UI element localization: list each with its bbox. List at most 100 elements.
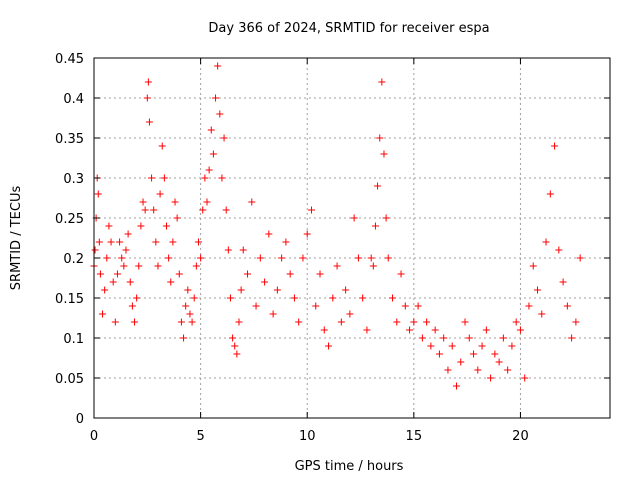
plot-frame [93, 57, 611, 419]
y-tick-label: 0.05 [55, 372, 84, 387]
data-point [465, 334, 473, 342]
x-tick-label: 15 [406, 429, 423, 444]
data-point [382, 214, 390, 222]
data-point [470, 350, 478, 358]
data-point [546, 190, 554, 198]
data-point [312, 302, 320, 310]
axis-ticks: 0 0.05 0.1 0.15 0.2 0.25 0.3 0.35 0.4 0.45 0 5 10 15 2… [55, 52, 610, 444]
data-point [572, 318, 580, 326]
data-point [103, 254, 111, 262]
data-point [273, 286, 281, 294]
data-point [474, 366, 482, 374]
data-point [190, 294, 198, 302]
data-point [555, 246, 563, 254]
x-tick-label: 5 [196, 429, 204, 444]
data-point [542, 238, 550, 246]
data-point [299, 254, 307, 262]
data-point [378, 78, 386, 86]
data-point [350, 214, 358, 222]
data-point [401, 302, 409, 310]
data-point [427, 342, 435, 350]
data-point [504, 366, 512, 374]
data-point [397, 270, 405, 278]
data-point [133, 294, 141, 302]
data-point [160, 174, 168, 182]
data-point [94, 190, 102, 198]
y-tick-label: 0.25 [55, 212, 84, 227]
data-point [158, 142, 166, 150]
data-point [444, 366, 452, 374]
data-point [165, 254, 173, 262]
data-point [495, 358, 503, 366]
data-point [197, 254, 205, 262]
data-point [286, 270, 294, 278]
data-point [529, 262, 537, 270]
data-point [252, 302, 260, 310]
data-point [203, 198, 211, 206]
data-point [525, 302, 533, 310]
data-point [406, 326, 414, 334]
data-point [222, 206, 230, 214]
data-point [384, 254, 392, 262]
data-point [235, 318, 243, 326]
x-axis-label: GPS time / hours [295, 459, 404, 474]
data-point [329, 294, 337, 302]
data-point [207, 126, 215, 134]
data-point [359, 294, 367, 302]
data-point [337, 318, 345, 326]
data-point [237, 286, 245, 294]
data-point [457, 358, 465, 366]
data-point [367, 254, 375, 262]
data-point [120, 262, 128, 270]
data-point [229, 334, 237, 342]
data-point [333, 262, 341, 270]
grid-lines [94, 58, 610, 418]
data-point [499, 334, 507, 342]
data-point [131, 318, 139, 326]
y-tick-label: 0.4 [63, 92, 84, 107]
data-point [491, 350, 499, 358]
data-point [226, 294, 234, 302]
data-point [452, 382, 460, 390]
data-point [162, 222, 170, 230]
data-point [320, 326, 328, 334]
data-point [152, 238, 160, 246]
y-tick-label: 0.2 [63, 252, 84, 267]
data-point [173, 214, 181, 222]
data-point [248, 198, 256, 206]
data-point [278, 254, 286, 262]
data-point [559, 278, 567, 286]
data-point [135, 262, 143, 270]
data-point [393, 318, 401, 326]
data-point [295, 318, 303, 326]
data-point [141, 206, 149, 214]
data-point [186, 310, 194, 318]
data-point [551, 142, 559, 150]
data-point [148, 174, 156, 182]
data-point [354, 254, 362, 262]
data-point [113, 270, 121, 278]
data-point [487, 374, 495, 382]
data-point [218, 174, 226, 182]
data-point [423, 318, 431, 326]
data-point [534, 286, 542, 294]
data-point [214, 62, 222, 70]
data-point [143, 94, 151, 102]
data-point [105, 222, 113, 230]
y-tick-label: 0.45 [55, 52, 84, 67]
data-point [95, 238, 103, 246]
data-point [325, 342, 333, 350]
data-point [139, 198, 147, 206]
chart-title: Day 366 of 2024, SRMTID for receiver esp… [208, 21, 489, 36]
data-point [99, 310, 107, 318]
y-tick-label: 0.3 [63, 172, 84, 187]
data-point [128, 302, 136, 310]
data-point [461, 318, 469, 326]
data-point [521, 374, 529, 382]
data-point [175, 270, 183, 278]
data-point [482, 326, 490, 334]
data-point [184, 286, 192, 294]
x-tick-label: 0 [90, 429, 98, 444]
x-tick-label: 20 [512, 429, 529, 444]
data-point [316, 270, 324, 278]
